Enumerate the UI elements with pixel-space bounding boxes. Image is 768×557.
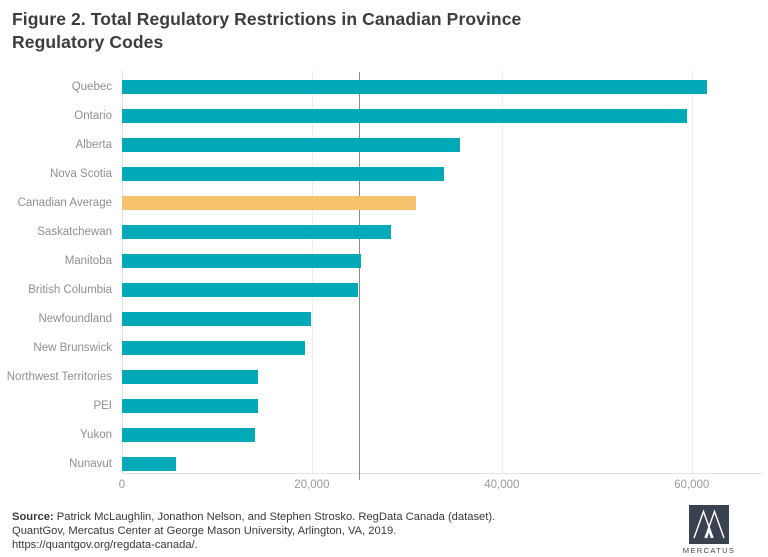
source-label: Source: [12,511,54,523]
bar-new-brunswick [122,341,306,355]
category-label-quebec: Quebec [71,81,112,93]
bar-canadian-average [122,196,417,210]
category-label-nova-scotia: Nova Scotia [49,168,112,180]
gridline-40000 [501,70,503,473]
bar-quebec [122,80,707,94]
category-label-nunavut: Nunavut [69,458,112,470]
plot-area: 0 20,000 40,000 60,000 [119,70,762,491]
source-line-1: Source: Patrick McLaughlin, Jonathon Nel… [12,511,632,525]
source-note: Source: Patrick McLaughlin, Jonathon Nel… [12,511,632,552]
category-label-british-columbia: British Columbia [28,284,112,296]
x-tick-label: 40,000 [484,479,520,491]
category-label-alberta: Alberta [75,139,112,151]
category-label-pei: PEI [93,400,112,412]
bar-alberta [122,138,460,152]
bar-manitoba [122,254,362,268]
category-label-ontario: Ontario [74,110,112,122]
bar-ontario [122,109,687,123]
x-tick-label: 20,000 [294,479,330,491]
source-text: Patrick McLaughlin, Jonathon Nelson, and… [53,511,496,523]
category-label-manitoba: Manitoba [64,255,112,267]
bar-yukon [122,428,255,442]
mercatus-m-icon [689,505,729,544]
category-label-newfoundland: Newfoundland [38,313,112,325]
x-tick-label: 60,000 [674,479,710,491]
bar-british-columbia [122,283,358,297]
bar-northwest-territories [122,370,258,384]
gridline-60000 [691,70,693,473]
source-line-3: https://quantgov.org/regdata-canada/. [12,538,198,551]
bar-nunavut [122,457,177,471]
category-label-northwest-territories: Northwest Territories [6,371,112,383]
bar-pei [122,399,258,413]
gridline-20000 [311,70,313,473]
bar-nova-scotia [122,167,444,181]
mercatus-logo: MERCATUS [683,505,735,555]
x-tick-label: 0 [118,479,126,491]
category-label-canadian-average: Canadian Average [17,197,112,209]
category-label-new-brunswick: New Brunswick [33,342,112,354]
source-line-2: QuantGov, Mercatus Center at George Maso… [12,524,397,537]
figure-title: Figure 2. Total Regulatory Restrictions … [12,9,522,52]
category-label-saskatchewan: Saskatchewan [37,226,112,238]
gridline-0 [122,70,123,473]
bar-saskatchewan [122,225,391,239]
bar-chart: Quebec Ontario Alberta Nova Scotia Canadian … [0,70,768,500]
reference-line [358,72,361,480]
bar-newfoundland [122,312,311,326]
category-label-yukon: Yukon [80,429,112,441]
category-axis: Quebec Ontario Alberta Nova Scotia Canadian … [0,70,112,473]
mercatus-logo-caption: MERCATUS [682,546,736,555]
